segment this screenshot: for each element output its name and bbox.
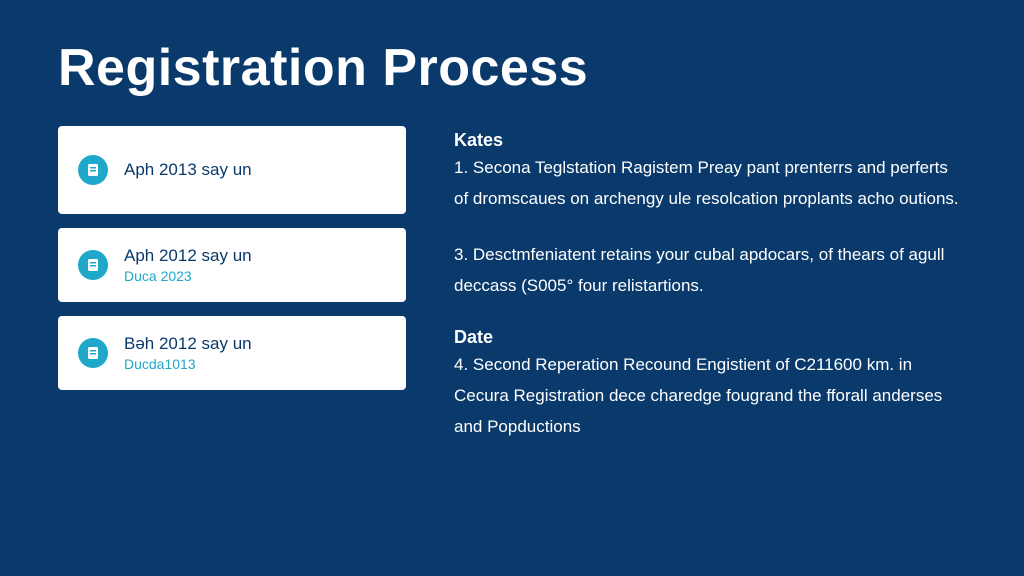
section-kates: Kates 1. Secona Teglstation Ragistem Pre… — [454, 130, 966, 214]
card-title: Aph 2013 say un — [124, 160, 252, 180]
section-body: 4. Second Reperation Recound Engistient … — [454, 350, 966, 442]
cards-column: Aph 2013 say un Aph 2012 say un Duca 202… — [58, 126, 406, 442]
card-text: Aph 2012 say un Duca 2023 — [124, 246, 252, 284]
section-date: Date 4. Second Reperation Recound Engist… — [454, 327, 966, 442]
card-item[interactable]: Aph 2012 say un Duca 2023 — [58, 228, 406, 302]
section-body: 1. Secona Teglstation Ragistem Preay pan… — [454, 153, 966, 214]
section-heading: Kates — [454, 130, 966, 151]
details-column: Kates 1. Secona Teglstation Ragistem Pre… — [454, 126, 966, 442]
card-title: Aph 2012 say un — [124, 246, 252, 266]
doc-icon — [78, 155, 108, 185]
page-title: Registration Process — [0, 0, 1024, 98]
card-item[interactable]: Bəh 2012 say un Ducda1013 — [58, 316, 406, 390]
content-row: Aph 2013 say un Aph 2012 say un Duca 202… — [0, 98, 1024, 442]
card-text: Aph 2013 say un — [124, 160, 252, 180]
card-subtitle: Ducda1013 — [124, 356, 252, 372]
card-subtitle: Duca 2023 — [124, 268, 252, 284]
doc-icon — [78, 250, 108, 280]
card-title: Bəh 2012 say un — [124, 334, 252, 354]
doc-icon — [78, 338, 108, 368]
section-mid: 3. Desctmfeniatent retains your cubal ap… — [454, 240, 966, 301]
section-heading: Date — [454, 327, 966, 348]
card-item[interactable]: Aph 2013 say un — [58, 126, 406, 214]
card-text: Bəh 2012 say un Ducda1013 — [124, 334, 252, 372]
section-body: 3. Desctmfeniatent retains your cubal ap… — [454, 240, 966, 301]
